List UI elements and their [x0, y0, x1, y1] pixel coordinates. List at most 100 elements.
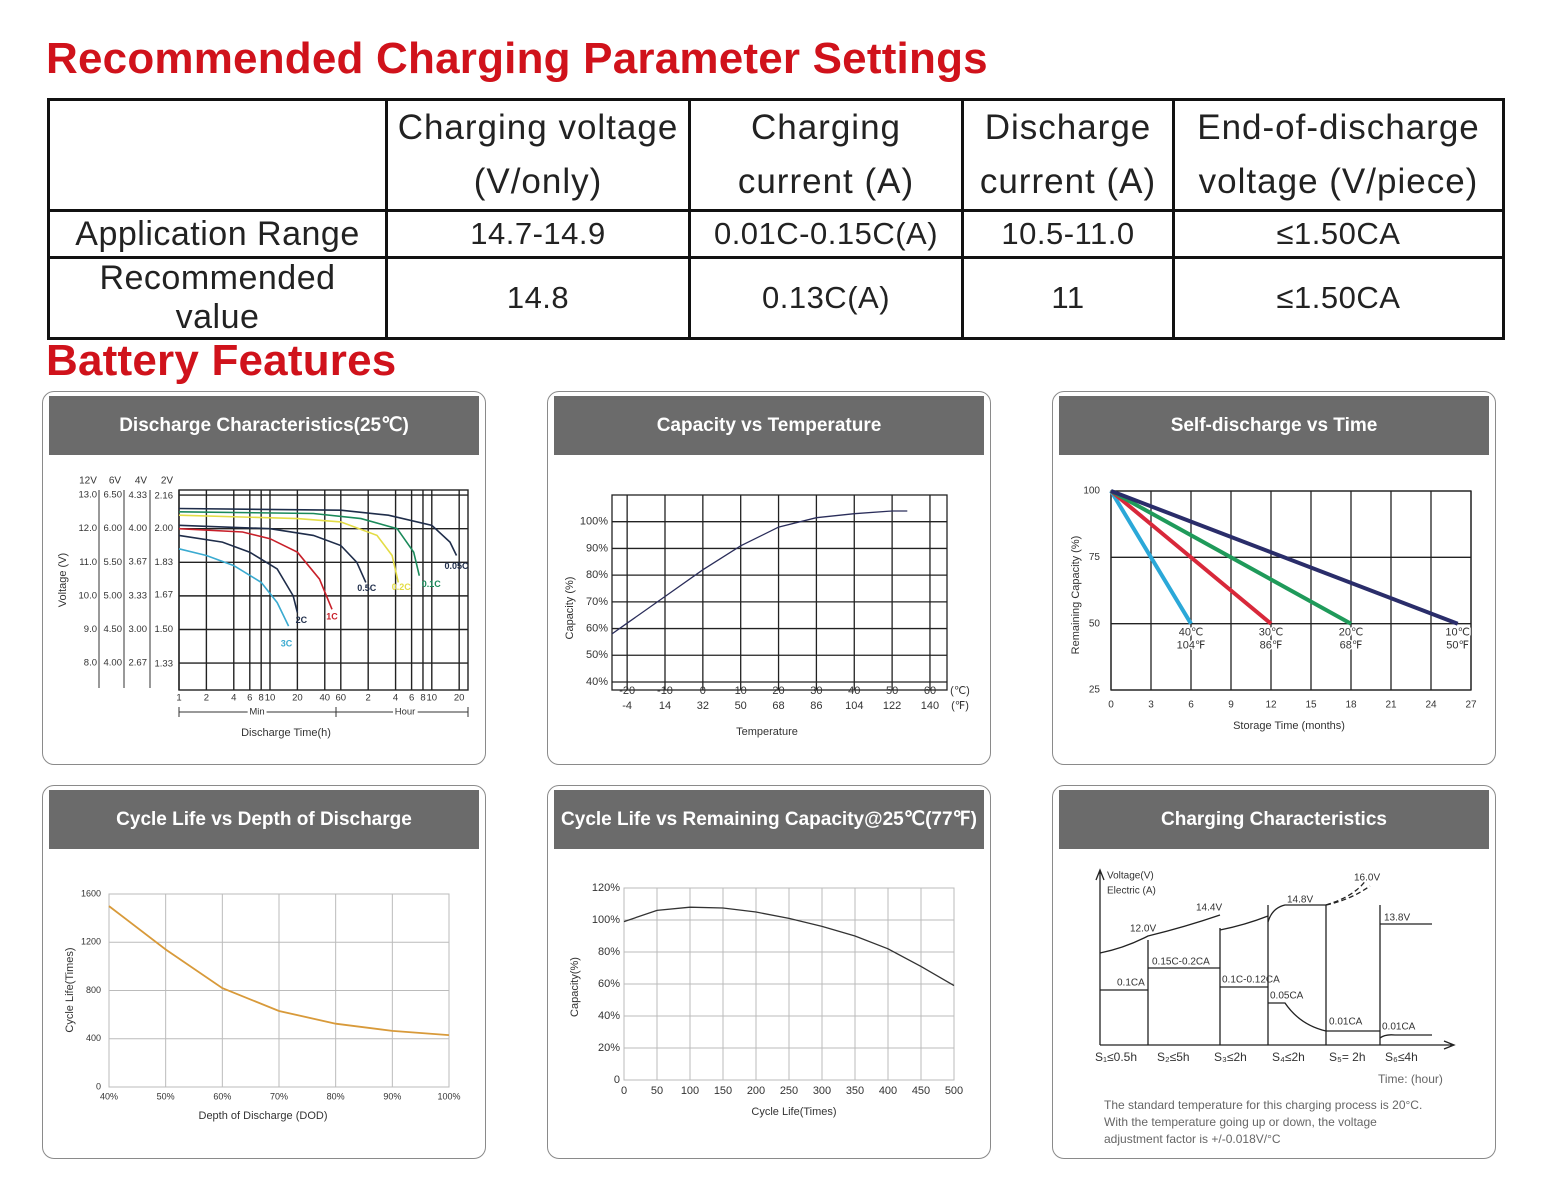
voltage-label: 14.4V — [1196, 903, 1222, 914]
current-label: 0.1CA — [1117, 978, 1145, 989]
column-header: End-of-discharge voltage (V/piece) — [1172, 98, 1505, 212]
y-axis-label: Remaining Capacity (%) — [1070, 536, 1082, 655]
x-tick-label: 90% — [383, 1091, 401, 1101]
voltage-curve — [1267, 904, 1326, 923]
x2-tick-label: -4 — [622, 700, 632, 712]
y-tick-label: 400 — [86, 1033, 101, 1043]
y-tick-label: 0 — [96, 1081, 101, 1091]
x-tick-label: 8 — [420, 693, 425, 704]
x-tick-label: 0 — [1108, 700, 1114, 711]
column-header: Charging voltage (V/only) — [385, 98, 691, 212]
x-tick-label: 20 — [772, 685, 784, 697]
x2-tick-label: 68 — [772, 700, 784, 712]
x2-tick-label: 32 — [697, 700, 709, 712]
axis-label: Voltage(V) — [1107, 871, 1154, 882]
time-label: Time: (hour) — [1378, 1072, 1443, 1086]
header-row: Charging voltage (V/only) Charging curre… — [47, 98, 1505, 212]
y-tick-label: 9.0 — [84, 624, 97, 635]
series-label: 50℉ — [1446, 640, 1469, 652]
y-axis — [1095, 868, 1105, 1045]
x-axis-label: Storage Time (months) — [1233, 720, 1345, 732]
x-tick-label: 2 — [204, 693, 209, 704]
x2-tick-label: 86 — [810, 700, 822, 712]
voltage-curve-dashed — [1325, 885, 1371, 906]
current-label: 0.05CA — [1270, 991, 1304, 1002]
x-axis-label: Depth of Discharge (DOD) — [199, 1110, 328, 1122]
data-line — [178, 548, 290, 627]
x-tick-label: 4 — [231, 693, 236, 704]
y-tick-label: 1600 — [81, 888, 101, 898]
y-tick-label: 50% — [586, 649, 608, 661]
y-tick-label: 75 — [1089, 552, 1101, 563]
x-tick-label: -20 — [619, 685, 635, 697]
row-header: Recommended value — [47, 256, 388, 340]
current-curve — [1100, 967, 1432, 1039]
series-label: 0.05C — [444, 561, 469, 571]
x-tick-label: 50% — [157, 1091, 175, 1101]
plot-frame — [611, 494, 948, 691]
y-tick-label: 4.00 — [104, 658, 123, 669]
series-label: 3C — [281, 639, 293, 649]
x-tick-label: 450 — [912, 1085, 930, 1097]
series-label: 0.5C — [357, 583, 377, 593]
x-tick-label: 20 — [454, 693, 465, 704]
table-row: Recommended value 14.8 0.13C(A) 11 ≤1.50… — [47, 256, 1505, 340]
cell: 11 — [961, 256, 1175, 340]
x-tick-label: 70% — [270, 1091, 288, 1101]
y-tick-label: 100% — [580, 516, 608, 528]
y-tick-label: 1.33 — [155, 658, 174, 669]
y-tick-label: 3.67 — [129, 556, 148, 567]
table-row: Application Range 14.7-14.9 0.01C-0.15C(… — [47, 209, 1505, 259]
data-line — [611, 510, 908, 635]
series-label: 1C — [326, 612, 338, 622]
x-tick-label: 10 — [427, 693, 438, 704]
x-tick-label: 8 — [259, 693, 264, 704]
axis-label: Electric (A) — [1107, 886, 1156, 897]
y-tick-label: 10.0 — [79, 590, 98, 601]
x-tick-label: 1 — [176, 693, 181, 704]
data-line — [1109, 489, 1273, 626]
x-tick-label: 40 — [848, 685, 860, 697]
y-tick-label: 5.00 — [104, 590, 123, 601]
y-tick-label: 4.00 — [129, 523, 148, 534]
x-tick-label: 60 — [924, 685, 936, 697]
data-line — [623, 906, 955, 987]
x-tick-label: 20 — [292, 693, 303, 704]
panel: Capacity vs Temperature — [547, 391, 991, 765]
y-tick-label: 5.50 — [104, 557, 123, 568]
y-tick-label: 25 — [1089, 685, 1101, 696]
voltage-label: 12.0V — [1130, 924, 1156, 935]
cell: ≤1.50CA — [1172, 256, 1505, 340]
x2-tick-label: 140 — [921, 700, 939, 712]
x-unit-label: Min — [249, 707, 264, 718]
y-tick-label: 6.00 — [104, 523, 123, 534]
y-tick-label: 13.0 — [79, 490, 98, 501]
charging-diagram — [1095, 868, 1456, 1050]
y-tick-label: 80% — [586, 569, 608, 581]
y-tick-label: 1200 — [81, 937, 101, 947]
y-tick-label: 2.16 — [155, 491, 174, 502]
stage-label: S₁≤0.5h — [1095, 1050, 1137, 1064]
voltage-curve — [1219, 915, 1269, 931]
x-tick-label: 3 — [1148, 700, 1154, 711]
y-tick-label: 1.67 — [155, 590, 174, 601]
y-tick-label: 60% — [598, 978, 620, 990]
series-label: 0.2C — [392, 582, 412, 592]
voltage-curve-dashed — [1325, 879, 1367, 906]
data-line — [178, 514, 400, 583]
cell: 0.13C(A) — [688, 256, 964, 340]
x-tick-label: 6 — [1188, 700, 1194, 711]
x-axis — [1100, 1040, 1456, 1050]
y-axis-label: Capacity(%) — [569, 957, 581, 1017]
cell: 10.5-11.0 — [961, 209, 1175, 259]
panel-title: Self-discharge vs Time — [1059, 396, 1489, 455]
y-tick-label: 40% — [586, 676, 608, 688]
y-tick-label: 2.00 — [155, 523, 174, 534]
x-axis-label: Discharge Time(h) — [241, 727, 331, 739]
y-tick-label: 50 — [1089, 618, 1101, 629]
voltage-label: 14.8V — [1287, 895, 1313, 906]
y-tick-label: 40% — [598, 1010, 620, 1022]
x-tick-label: 50 — [651, 1085, 663, 1097]
data-line — [178, 511, 421, 576]
